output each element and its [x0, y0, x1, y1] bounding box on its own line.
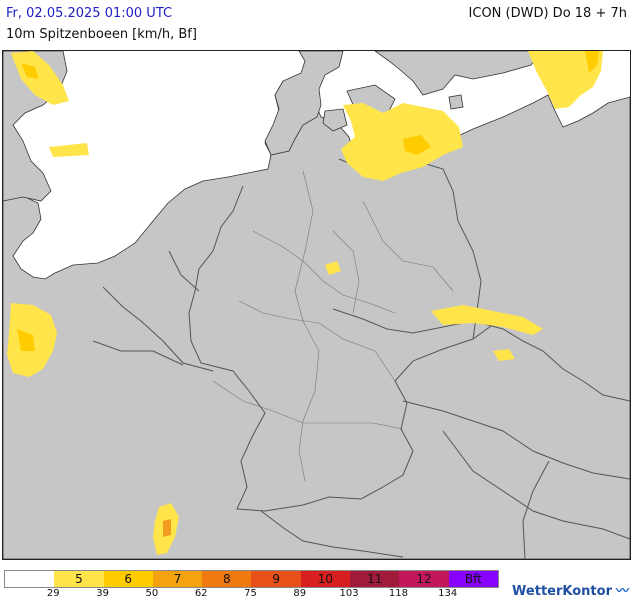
gust-area-baltic-core — [403, 135, 431, 155]
state-borders — [212, 170, 454, 482]
legend-cell-2: 6 — [103, 571, 153, 587]
parameter-label: 10m Spitzenboeen [km/h, Bf] — [6, 27, 197, 42]
legend-cell-4: 8 — [202, 571, 252, 587]
model-run-label: ICON (DWD) Do 18 + 7h — [468, 6, 627, 21]
legend-cell-6: 10 — [300, 571, 351, 587]
gust-map[interactable] — [2, 50, 631, 560]
legend-ticks: 29 39 50 62 75 89 103 118 134 — [4, 588, 504, 600]
legend-tick-0: 29 — [46, 588, 60, 599]
map-svg — [3, 51, 630, 559]
wave-icon: 〰 — [615, 584, 629, 599]
land-mass — [3, 80, 630, 559]
legend-tick-7: 118 — [388, 588, 408, 599]
legend-cell-1: 5 — [54, 571, 104, 587]
gust-area-northeast-core — [585, 51, 599, 73]
gust-area-northeast — [528, 51, 603, 109]
gust-area-channel-strip — [49, 143, 89, 157]
gust-area-baltic — [341, 103, 463, 181]
land-funen — [322, 108, 348, 132]
legend-tick-2: 50 — [145, 588, 159, 599]
gust-area-ore — [431, 305, 543, 335]
brand-name: WetterKontor — [512, 584, 612, 599]
legend-tick-8: 134 — [438, 588, 458, 599]
legend-tick-1: 39 — [96, 588, 109, 599]
legend-cell-7: 11 — [350, 571, 400, 587]
legend-tick-4: 75 — [244, 588, 257, 599]
gust-area-bohemia — [493, 349, 515, 361]
legend-cell-8: 12 — [399, 571, 449, 587]
legend-cell-9: Bft — [448, 571, 498, 587]
forecast-datetime: Fr, 02.05.2025 01:00 UTC — [6, 6, 173, 21]
brand-logo: WetterKontor 〰 — [512, 580, 629, 599]
gust-area-northsea-core — [21, 63, 39, 79]
legend-cell-5: 9 — [251, 571, 301, 587]
land-jutland — [264, 51, 344, 156]
legend-cell-3: 7 — [152, 571, 203, 587]
legend-cell-0 — [5, 571, 55, 587]
gust-area-channel-core — [17, 329, 35, 351]
gust-areas — [7, 51, 603, 555]
legend-tick-5: 89 — [293, 588, 307, 599]
color-legend: 5 6 7 8 9 10 11 12 Bft — [4, 570, 499, 588]
legend-tick-3: 62 — [194, 588, 208, 599]
land-sweden — [374, 51, 544, 96]
gust-area-harz — [325, 261, 341, 275]
land-bornholm — [448, 94, 464, 110]
gust-area-alps-core — [163, 519, 171, 537]
legend-tick-6: 103 — [339, 588, 359, 599]
